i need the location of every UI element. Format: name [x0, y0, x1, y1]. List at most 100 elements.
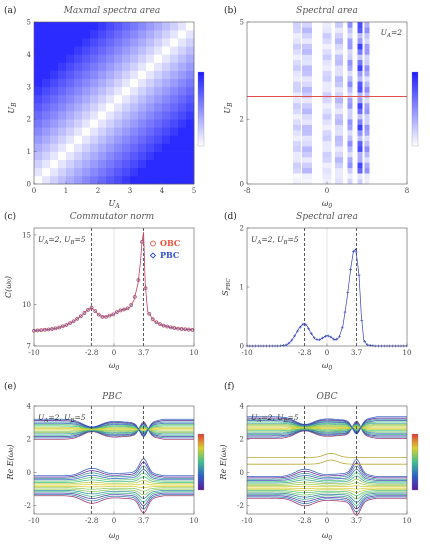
heatmap-cell [58, 159, 67, 169]
heatmap-column-cell [322, 140, 332, 147]
heatmap-column-cell [302, 167, 312, 174]
heatmap-column-cell [302, 54, 312, 61]
heatmap-cell [170, 78, 179, 88]
heatmap-column-cell [347, 92, 353, 98]
heatmap-column-cell [293, 43, 301, 50]
heatmap-cell [66, 143, 75, 152]
heatmap-cell [98, 167, 107, 177]
heatmap-column-cell [322, 70, 332, 77]
heatmap-cell [114, 111, 123, 120]
heatmap-column-cell [364, 49, 370, 55]
heatmap-column-cell [357, 146, 363, 152]
heatmap-cell [50, 38, 59, 47]
heatmap-cell [58, 135, 67, 144]
heatmap-cell [178, 86, 187, 96]
heatmap-cell [74, 159, 83, 169]
panel-a-frame [33, 21, 195, 185]
heatmap-cell [58, 22, 67, 31]
heatmap-cell [34, 167, 43, 177]
heatmap-column-cell [347, 86, 353, 93]
pbc-point [114, 310, 119, 315]
panel-f-xlabel: ω0 [322, 531, 333, 542]
heatmap-column-cell [293, 113, 301, 120]
pbc-point [100, 314, 105, 319]
heatmap-cell [122, 78, 131, 88]
heatmap-cell [154, 94, 163, 104]
heatmap-column-cell [322, 124, 332, 131]
heatmap-column-cell [347, 146, 353, 152]
heatmap-cell [50, 111, 59, 120]
heatmap-cell [146, 135, 155, 144]
heatmap-column-cell [347, 108, 353, 115]
spectral-point [310, 332, 313, 336]
panel-d-xtick: -2.8 [298, 349, 312, 357]
heatmap-column-cell [322, 81, 332, 88]
spectral-point [335, 337, 338, 341]
spectral-point [282, 343, 285, 347]
panel-a-ylabel: UB [7, 102, 18, 114]
heatmap-cell [74, 70, 83, 79]
heatmap-cell [138, 159, 147, 169]
heatmap-cell [98, 143, 107, 152]
heatmap-cell [42, 167, 51, 177]
panel-f-annotation: UA=2, UB=5 [251, 413, 299, 424]
heatmap-cell [82, 30, 91, 39]
heatmap-cell [130, 151, 139, 160]
spectral-point [318, 338, 322, 342]
heatmap-cell [122, 86, 131, 96]
heatmap-column-cell [302, 59, 312, 66]
panel-e-xticks: -10 -2.8 0 3.7 10 [28, 511, 198, 525]
pbc-point [50, 327, 54, 331]
pbc-point [129, 303, 134, 308]
heatmap-column-cell [357, 70, 363, 77]
heatmap-cell [154, 151, 163, 160]
heatmap-column-cell [347, 49, 353, 55]
panel-b-ytick: 0 [240, 181, 244, 189]
heatmap-cell [90, 46, 99, 55]
heatmap-cell [42, 22, 51, 31]
heatmap-cell [90, 111, 99, 120]
pbc-point [190, 327, 195, 332]
heatmap-column-cell [322, 43, 332, 50]
heatmap-cell [186, 175, 195, 185]
heatmap-column-cell [293, 38, 301, 44]
heatmap-cell [66, 30, 75, 39]
heatmap-column-cell [322, 119, 332, 125]
heatmap-column-cell [335, 157, 343, 163]
heatmap-cell [154, 111, 163, 120]
heatmap-cell [130, 119, 139, 128]
heatmap-column-cell [293, 119, 301, 125]
spectral-point [290, 338, 294, 342]
panel-e-xtick: -2.8 [85, 517, 99, 525]
panel-f-label: (f) [224, 381, 234, 392]
heatmap-cell [186, 78, 195, 88]
heatmap-cell [66, 94, 75, 104]
heatmap-column-cell [302, 70, 312, 77]
panel-f-xtick: 3.7 [351, 517, 362, 525]
heatmap-cell [50, 135, 59, 144]
panel-f-plot [247, 406, 407, 516]
heatmap-column-cell [322, 130, 332, 136]
heatmap-cell [146, 22, 155, 31]
heatmap-cell [130, 159, 139, 169]
heatmap-cell [130, 22, 139, 31]
heatmap-column-cell [335, 140, 343, 147]
heatmap-cell [146, 159, 155, 169]
heatmap-cell [186, 22, 195, 31]
heatmap-column-cell [364, 119, 370, 125]
heatmap-cell [58, 62, 67, 71]
heatmap-cell [162, 46, 171, 55]
heatmap-cell [50, 143, 59, 152]
heatmap-column-cell [357, 54, 363, 61]
heatmap-cell [146, 143, 155, 152]
heatmap-column-cell [293, 157, 301, 163]
heatmap-cell [138, 30, 147, 39]
heatmap-column-cell [293, 135, 301, 142]
heatmap-column-cell [364, 178, 370, 185]
heatmap-cell [74, 54, 83, 63]
heatmap-column-cell [293, 162, 301, 169]
panel-e-label: (e) [4, 381, 16, 392]
heatmap-cell [154, 167, 163, 177]
heatmap-cell [58, 30, 67, 39]
heatmap-cell [42, 175, 51, 185]
